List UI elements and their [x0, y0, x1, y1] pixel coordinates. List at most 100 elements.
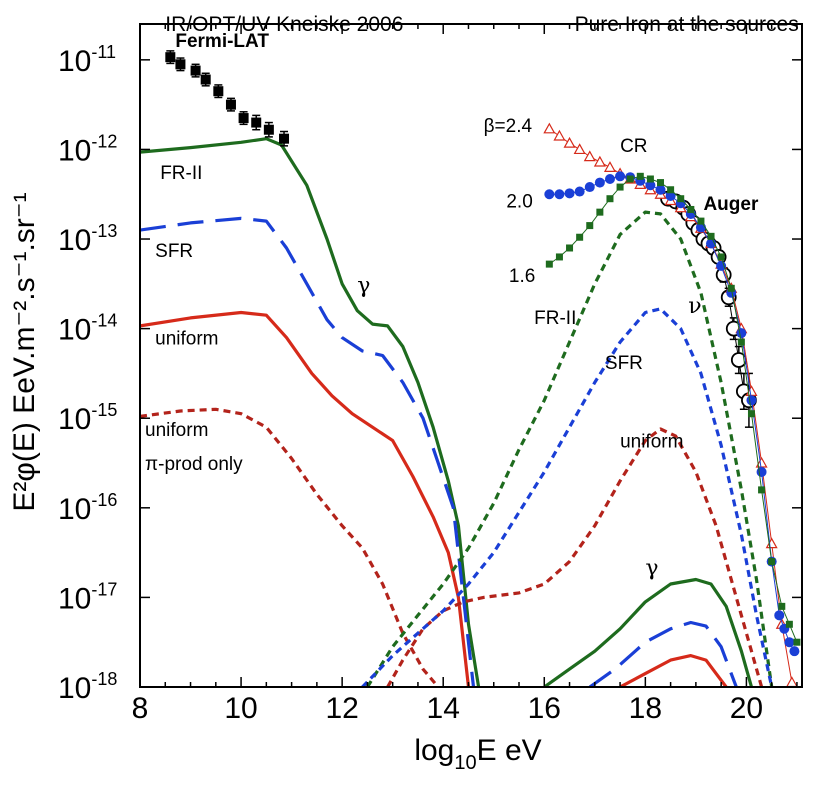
marker-point: [594, 177, 605, 188]
x-tick-label: 12: [325, 692, 358, 725]
marker-point: [606, 195, 614, 203]
x-tick-label: 8: [132, 692, 149, 725]
y-tick-exponent: -15: [91, 400, 117, 420]
y-tick-base: 10: [58, 45, 91, 78]
marker-point: [677, 195, 685, 203]
marker-point: [758, 486, 766, 494]
marker-point: [646, 175, 654, 183]
y-tick-base: 10: [58, 582, 91, 615]
marker-point: [593, 155, 606, 167]
x-axis-title-main: log: [414, 734, 454, 767]
marker-series-cr-beta-1-6: [545, 172, 801, 646]
y-tick-exponent: -11: [91, 42, 116, 62]
y-tick-exponent: -17: [91, 579, 117, 599]
x-axis-title-rest: E eV: [477, 734, 542, 767]
x-tick-label: 20: [730, 692, 763, 725]
marker-point: [636, 172, 644, 180]
marker-point: [604, 173, 615, 184]
y-tick-label: 10-18: [58, 669, 117, 705]
plot-area: [140, 50, 801, 687]
marker-point: [736, 328, 747, 339]
marker-point: [746, 395, 757, 406]
marker-series-fermi-lat: [165, 50, 290, 147]
marker-point: [584, 182, 595, 193]
x-tick-label: 16: [528, 692, 561, 725]
marker-connector: [549, 175, 798, 643]
marker-point: [687, 205, 695, 213]
annotation-fermi-lat: Fermi-LAT: [175, 31, 269, 52]
marker-point: [784, 637, 795, 648]
series-line-pi-prod-continuation: [386, 427, 764, 687]
series-line-gamma-uniform: [140, 310, 471, 687]
y-tick-base: 10: [58, 224, 91, 257]
y-tick-label: 10-15: [58, 400, 117, 436]
y-tick-label: 10-16: [58, 490, 117, 526]
marker-point: [756, 466, 767, 477]
annotation-fr-ii: FR-II: [534, 308, 576, 329]
marker-point: [697, 217, 705, 225]
marker-point: [785, 620, 793, 628]
annotation-uniform: uniform: [620, 432, 683, 453]
y-tick-base: 10: [58, 672, 91, 705]
marker-point: [564, 188, 575, 199]
marker-point: [566, 244, 574, 252]
y-tick-label: 10-17: [58, 579, 117, 615]
marker-point: [727, 284, 735, 292]
annotation-: γ: [357, 274, 370, 299]
y-tick-exponent: -12: [91, 131, 117, 151]
series-line-gamma-uniform-pi-prod-only: [140, 407, 440, 687]
marker-point: [553, 129, 566, 141]
series-line-cosmogenic-gamma-fr-ii: [543, 577, 754, 687]
marker-point: [225, 99, 236, 110]
marker-point: [616, 183, 624, 191]
marker-point: [555, 253, 563, 261]
annotation-: ν: [688, 294, 701, 319]
marker-point: [238, 113, 249, 124]
series-line-neutrino-fr-ii: [366, 210, 774, 687]
series-line-gamma-sfr: [140, 216, 476, 687]
marker-point: [573, 143, 586, 155]
marker-point: [657, 179, 665, 187]
plot-frame: [139, 23, 803, 688]
x-axis-title-sub: 10: [454, 752, 476, 774]
marker-point: [263, 124, 274, 135]
y-tick-label: 10-14: [58, 311, 117, 347]
y-tick-label: 10-12: [58, 131, 117, 167]
marker-point: [543, 122, 556, 134]
marker-point: [586, 222, 594, 230]
marker-point: [667, 186, 675, 194]
x-tick-label: 10: [224, 692, 257, 725]
y-tick-label: 10-11: [58, 42, 116, 78]
marker-point: [793, 638, 801, 646]
marker-point: [213, 86, 224, 97]
marker-connector: [667, 198, 750, 401]
y-tick-exponent: -18: [91, 669, 117, 689]
annotation-fr-ii: FR-II: [160, 163, 202, 184]
y-tick-base: 10: [58, 314, 91, 347]
marker-point: [774, 610, 785, 621]
series-line-neutrino-sfr: [361, 307, 774, 687]
annotation-uniform: uniform: [145, 420, 208, 441]
marker-point: [747, 410, 755, 418]
marker-point: [175, 59, 186, 70]
annotation-1-6: 1.6: [509, 266, 535, 287]
marker-point: [626, 175, 634, 183]
y-tick-exponent: -16: [91, 490, 117, 510]
annotation-uniform: uniform: [155, 329, 218, 350]
annotation-prod-only: π-prod only: [145, 454, 243, 475]
annotation-: γ: [645, 556, 658, 581]
annotation-pure-iron-at-the-sources: Pure Iron at the sources: [575, 13, 799, 36]
y-tick-base: 10: [58, 403, 91, 436]
marker-point: [200, 74, 211, 85]
marker-point: [563, 136, 576, 148]
marker-point: [707, 232, 715, 240]
series-line-cosmogenic-gamma-sfr: [588, 620, 738, 687]
marker-point: [768, 558, 776, 566]
y-tick-label: 10-13: [58, 221, 117, 257]
annotations: IR/OPT/UV Kneiske 2006 Pure Iron at the s…: [145, 13, 799, 581]
marker-point: [545, 260, 553, 268]
marker-point: [576, 233, 584, 241]
annotation-2-4: β=2.4: [484, 116, 533, 137]
x-tick-label: 14: [427, 692, 460, 725]
